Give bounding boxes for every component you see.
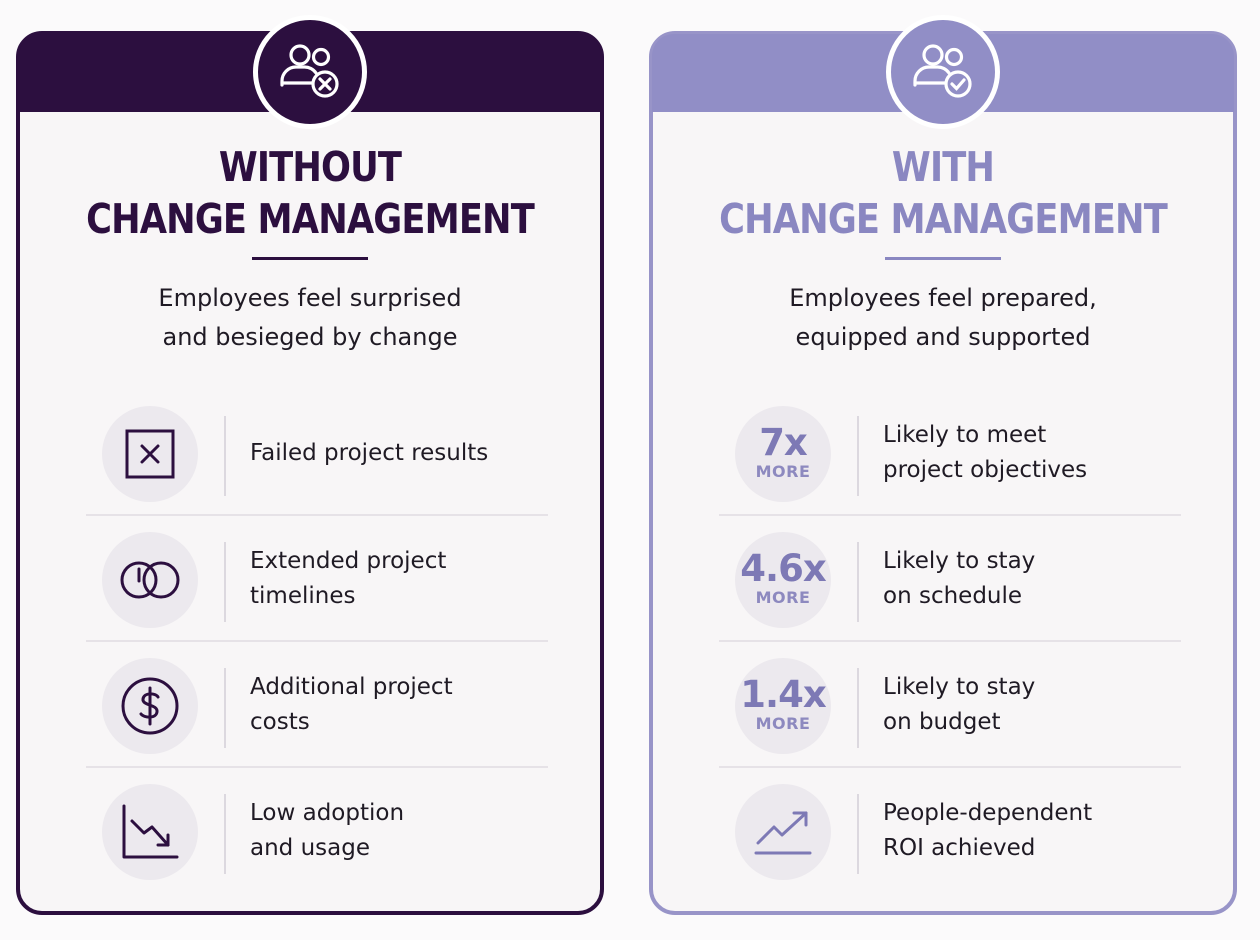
- card-subtitle: Employees feel prepared, equipped and su…: [653, 279, 1233, 357]
- row-label-2: timelines: [250, 583, 356, 609]
- stat-label: MORE: [755, 588, 811, 607]
- stat-circle: 7x MORE: [735, 406, 831, 502]
- icon-circle: [102, 784, 198, 880]
- row-divider: [857, 668, 859, 748]
- row-label-2: project objectives: [883, 457, 1088, 483]
- stat-value: 7x: [759, 421, 808, 464]
- row-label-2: and usage: [250, 835, 370, 861]
- stat-value: 1.4x: [740, 673, 826, 716]
- subtitle-line-2: equipped and supported: [795, 323, 1091, 351]
- icon-circle: [102, 658, 198, 754]
- card-title: WITHOUT CHANGE MANAGEMENT: [61, 141, 560, 245]
- stat: 7x MORE: [756, 423, 811, 481]
- x-box-icon: [125, 429, 175, 479]
- title-divider: [885, 257, 1001, 260]
- row-label: People-dependent: [883, 800, 1093, 826]
- with-change-management-card: WITH CHANGE MANAGEMENT Employees feel pr…: [649, 15, 1237, 915]
- stat: 1.4x MORE: [740, 673, 826, 733]
- title-line-2: CHANGE MANAGEMENT: [86, 195, 535, 243]
- outcome-list: 7x MORE Likely to meet project objective…: [719, 390, 1181, 894]
- row-text: Failed project results: [250, 390, 550, 516]
- row-divider: [224, 416, 226, 496]
- subtitle-line-2: and besieged by change: [162, 323, 458, 351]
- stat-circle: 1.4x MORE: [735, 658, 831, 754]
- row-label: Additional project: [250, 674, 453, 700]
- title-divider: [252, 257, 368, 260]
- row-divider: [224, 542, 226, 622]
- row-divider: [857, 416, 859, 496]
- card-title: WITH CHANGE MANAGEMENT: [694, 141, 1193, 245]
- row-divider: [857, 542, 859, 622]
- row-text: Low adoption and usage: [250, 768, 550, 894]
- row-divider: [224, 794, 226, 874]
- row-label-2: costs: [250, 709, 310, 735]
- row-label: Likely to stay: [883, 674, 1036, 700]
- list-item: 7x MORE Likely to meet project objective…: [719, 390, 1181, 516]
- icon-circle: [735, 784, 831, 880]
- subtitle-line-1: Employees feel surprised: [158, 284, 462, 312]
- title-line-1: WITHOUT: [218, 143, 402, 191]
- title-line-2: CHANGE MANAGEMENT: [719, 195, 1168, 243]
- row-text: Extended project timelines: [250, 516, 550, 642]
- stat-label: MORE: [755, 462, 811, 481]
- list-item: Additional project costs: [86, 642, 548, 768]
- subtitle-line-1: Employees feel prepared,: [789, 284, 1097, 312]
- row-label-2: ROI achieved: [883, 835, 1036, 861]
- row-divider: [857, 794, 859, 874]
- outcome-list: Failed project results Extended project …: [86, 390, 548, 894]
- stat-circle: 4.6x MORE: [735, 532, 831, 628]
- stat: 4.6x MORE: [740, 547, 826, 607]
- list-item: 1.4x MORE Likely to stay on budget: [719, 642, 1181, 768]
- list-item: 4.6x MORE Likely to stay on schedule: [719, 516, 1181, 642]
- row-label: Likely to stay: [883, 548, 1036, 574]
- card-subtitle: Employees feel surprised and besieged by…: [20, 279, 600, 357]
- header-badge: [253, 15, 367, 129]
- row-divider: [224, 668, 226, 748]
- without-change-management-card: WITHOUT CHANGE MANAGEMENT Employees feel…: [16, 15, 604, 915]
- people-x-icon: [280, 44, 339, 98]
- clock-rings-icon: [120, 561, 180, 599]
- row-label-2: on schedule: [883, 583, 1023, 609]
- row-label: Extended project: [250, 548, 447, 574]
- title-line-1: WITH: [891, 143, 995, 191]
- row-text: Likely to stay on schedule: [883, 516, 1183, 642]
- dollar-icon: [121, 677, 179, 735]
- row-text: Likely to stay on budget: [883, 642, 1183, 768]
- row-label-2: on budget: [883, 709, 1001, 735]
- list-item: Low adoption and usage: [86, 768, 548, 894]
- row-label: Likely to meet: [883, 422, 1047, 448]
- list-item: People-dependent ROI achieved: [719, 768, 1181, 894]
- row-text: Likely to meet project objectives: [883, 390, 1183, 516]
- trend-down-icon: [122, 804, 179, 859]
- icon-circle: [102, 406, 198, 502]
- list-item: Extended project timelines: [86, 516, 548, 642]
- row-label: Low adoption: [250, 800, 405, 826]
- row-text: People-dependent ROI achieved: [883, 768, 1183, 894]
- icon-circle: [102, 532, 198, 628]
- list-item: Failed project results: [86, 390, 548, 516]
- trend-up-icon: [754, 811, 812, 855]
- row-text: Additional project costs: [250, 642, 550, 768]
- people-check-icon: [913, 44, 972, 98]
- stat-label: MORE: [755, 714, 811, 733]
- row-label: Failed project results: [250, 439, 489, 466]
- header-badge: [886, 15, 1000, 129]
- stat-value: 4.6x: [740, 547, 826, 590]
